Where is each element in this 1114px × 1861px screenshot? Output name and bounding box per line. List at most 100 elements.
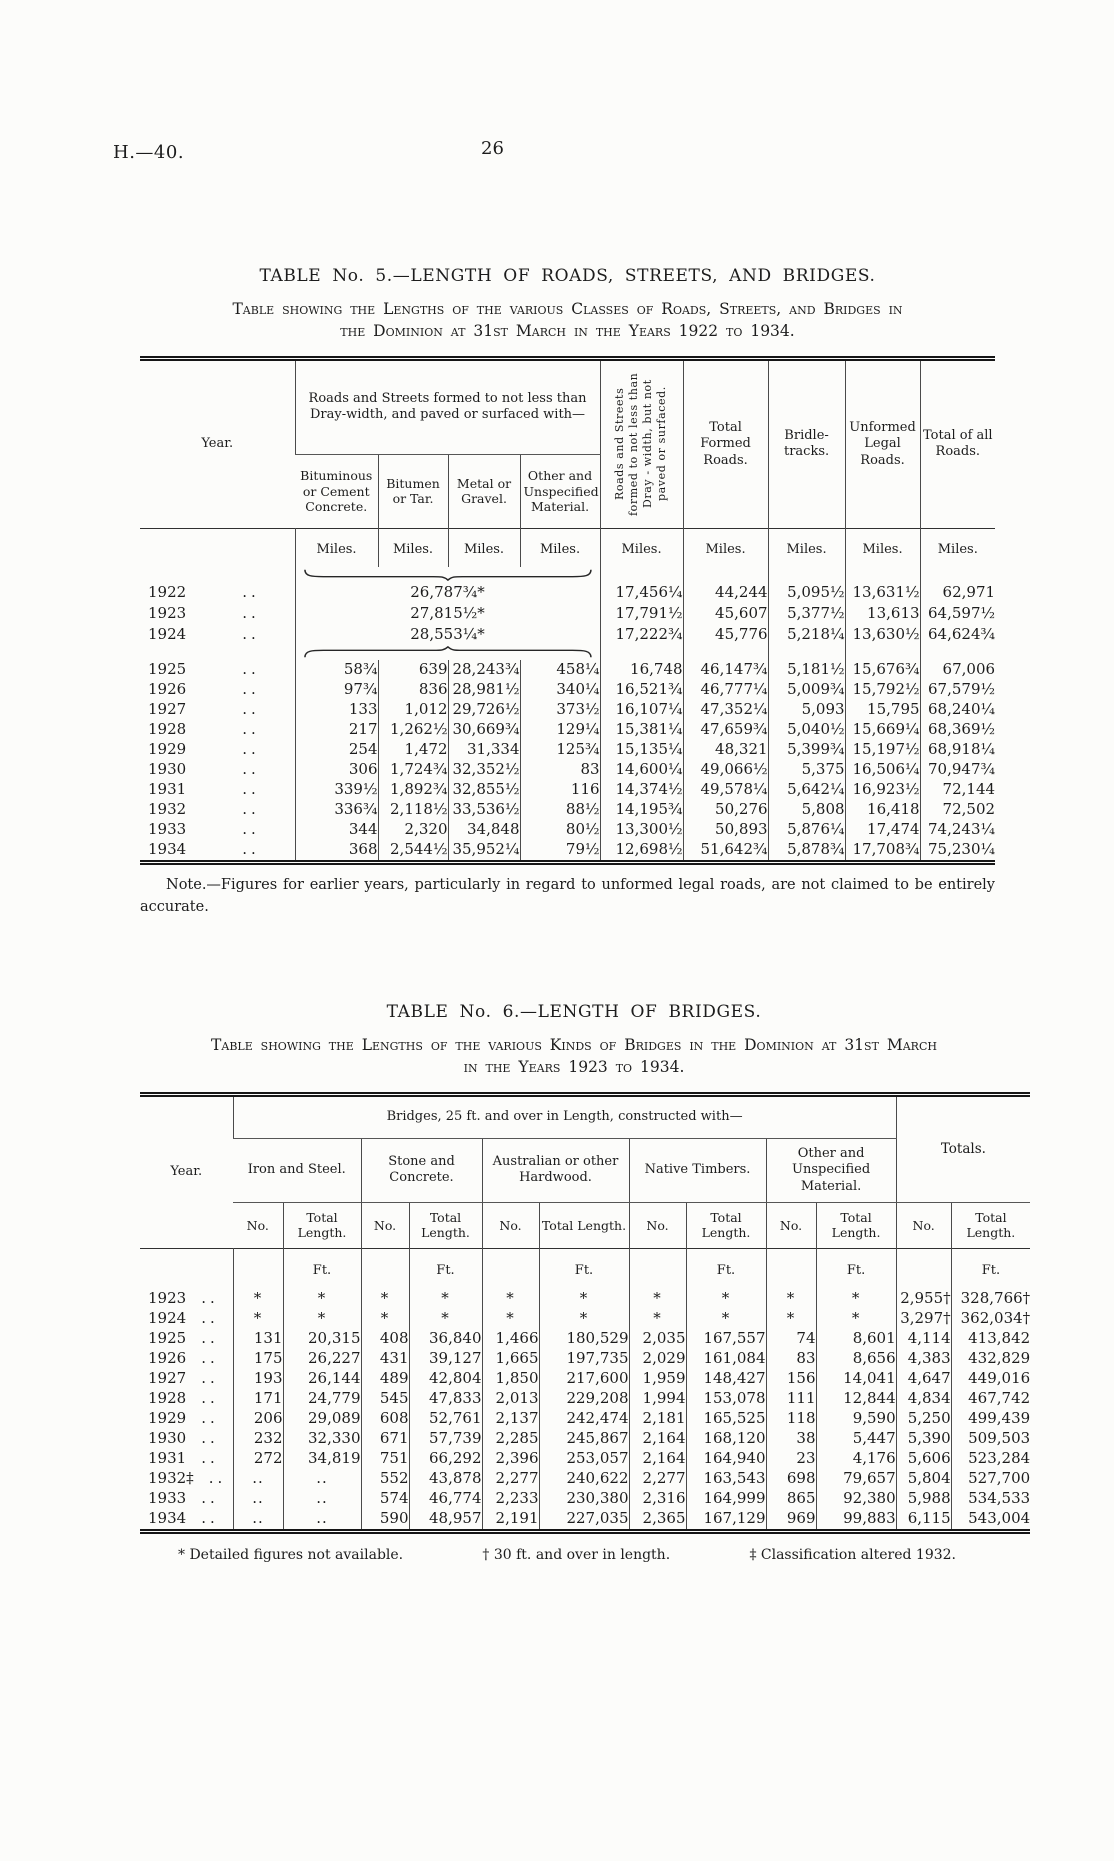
paved-col-header-bitumen: Bitumen or Tar. <box>377 454 448 529</box>
bridle-tracks-header: Bridle-tracks. <box>767 358 846 529</box>
table-cell: 165,525 <box>685 1408 766 1429</box>
total-formed-header: Total Formed Roads. <box>682 358 769 529</box>
table-cell: * <box>815 1288 897 1309</box>
unit-label: Miles. <box>919 528 996 567</box>
table-cell: 153,078 <box>685 1388 766 1409</box>
year-column-header: Year. <box>170 1164 203 1180</box>
table-cell: 2,365 <box>628 1508 686 1532</box>
table-cell <box>919 644 996 660</box>
year-leader-dots: .. <box>201 1489 219 1508</box>
table-cell: 306 <box>294 759 378 780</box>
year-column-header: Year. <box>201 436 234 452</box>
table-row: Ft. Ft. Ft. Ft. Ft. Ft. <box>140 1248 1031 1289</box>
table-row: 1924.. 28,553¼* 17,222¾ 45,776 5,218¼ 13,630½… <box>140 623 996 645</box>
roads-streets-bridges-table: Year. Roads and Streets formed to not le… <box>140 355 996 865</box>
table-cell: 467,742 <box>950 1388 1031 1409</box>
table-cell: 8,656 <box>815 1348 897 1369</box>
table-cell: * <box>282 1308 361 1329</box>
table-cell: * <box>408 1308 482 1329</box>
year-label: 1932 <box>148 800 187 819</box>
table-cell: 34,819 <box>282 1448 361 1469</box>
table-cell: 2,029 <box>628 1348 686 1369</box>
table5-subtitle-line1: Table showing the Lengths of the various… <box>232 300 903 318</box>
table-cell: 13,631½ <box>844 581 921 603</box>
table-cell: 28,553¼* <box>294 623 601 645</box>
table-cell: 523,284 <box>950 1448 1031 1469</box>
table-cell: 608 <box>360 1408 409 1429</box>
year-cell: 1931.. <box>140 1449 233 1469</box>
year-leader-dots: .. <box>242 624 260 643</box>
table-cell: 83 <box>519 759 601 780</box>
table-cell: 671 <box>360 1428 409 1449</box>
table-cell: 14,600¼ <box>599 759 684 780</box>
table-cell: 232 <box>232 1428 283 1449</box>
table-cell: 118 <box>765 1408 816 1429</box>
table-cell: 328,766† <box>950 1288 1031 1309</box>
table-cell: 42,804 <box>408 1368 482 1389</box>
table-cell: 129¼ <box>519 719 601 740</box>
table-cell: 32,330 <box>282 1428 361 1449</box>
table-cell: 27,815½* <box>294 602 601 624</box>
table-cell: 16,521¾ <box>599 679 684 700</box>
year-cell: 1932.. <box>140 800 295 820</box>
total-length-header: Total Length. <box>538 1202 629 1249</box>
table-cell: 5,808 <box>767 799 846 820</box>
table-cell: 47,352¼ <box>682 699 769 720</box>
table-cell: * <box>408 1288 482 1309</box>
year-label: 1924 <box>148 624 187 643</box>
year-leader-dots: .. <box>242 582 260 601</box>
table-cell: 17,474 <box>844 819 921 840</box>
table-cell: .. <box>232 1488 283 1509</box>
table-cell: 156 <box>765 1368 816 1389</box>
total-length-header: Total Length. <box>815 1202 897 1249</box>
year-cell: 1928.. <box>140 720 295 740</box>
table-cell: 97¾ <box>294 679 378 700</box>
table-cell: 68,369½ <box>919 719 996 740</box>
table-cell: 36,840 <box>408 1328 482 1349</box>
year-cell: 1932‡.. <box>140 1469 233 1489</box>
table-cell: 5,878¾ <box>767 839 846 863</box>
table-cell: 2,955† <box>895 1288 952 1309</box>
table-cell: 2,285 <box>481 1428 539 1449</box>
table6-footnotes: * Detailed figures not available. † 30 f… <box>140 1547 1008 1563</box>
table5-section: TABLE No. 5.—LENGTH OF ROADS, STREETS, A… <box>140 266 996 918</box>
unit-label: Miles. <box>294 528 378 567</box>
table-cell: 31,334 <box>447 739 520 760</box>
table-cell: 5,988 <box>895 1488 952 1509</box>
table-cell <box>682 644 769 660</box>
year-label: 1930 <box>148 1429 187 1448</box>
table-cell: 509,503 <box>950 1428 1031 1449</box>
table-cell: .. <box>232 1508 283 1532</box>
table-cell: 1,724¾ <box>377 759 448 780</box>
table-cell: 47,833 <box>408 1388 482 1409</box>
table-cell: 2,164 <box>628 1428 686 1449</box>
table-cell: 2,320 <box>377 819 448 840</box>
table-cell: 13,613 <box>844 602 921 624</box>
material-header-iron-steel: Iron and Steel. <box>233 1138 361 1203</box>
year-cell: 1923.. <box>140 603 295 624</box>
footnote-double-dagger: ‡ Classification altered 1932. <box>749 1546 956 1563</box>
table-row: 1930.. 232 32,330 671 57,739 2,285 245,867 2,16… <box>140 1428 1031 1449</box>
table-cell: 35,952¼ <box>447 839 520 863</box>
table-cell <box>599 566 684 582</box>
table-cell: 64,624¾ <box>919 623 996 645</box>
table-cell: 16,506¼ <box>844 759 921 780</box>
table-cell: 52,761 <box>408 1408 482 1429</box>
table-cell: .. <box>282 1468 361 1489</box>
table-cell <box>767 566 846 582</box>
table-cell: 698 <box>765 1468 816 1489</box>
table-cell: 57,739 <box>408 1428 482 1449</box>
unit-label: Ft. <box>282 1248 361 1289</box>
table-cell <box>767 644 846 660</box>
table-cell: 48,957 <box>408 1508 482 1532</box>
table-cell: 1,892¾ <box>377 779 448 800</box>
unit-label: Miles. <box>447 528 520 567</box>
table-cell <box>765 1248 816 1289</box>
table-cell <box>682 566 769 582</box>
table-cell: 83 <box>765 1348 816 1369</box>
table-cell: 12,844 <box>815 1388 897 1409</box>
table-cell: 5,804 <box>895 1468 952 1489</box>
table-cell: 5,218¼ <box>767 623 846 645</box>
year-label: 1931 <box>148 1449 187 1468</box>
table-cell: 16,418 <box>844 799 921 820</box>
